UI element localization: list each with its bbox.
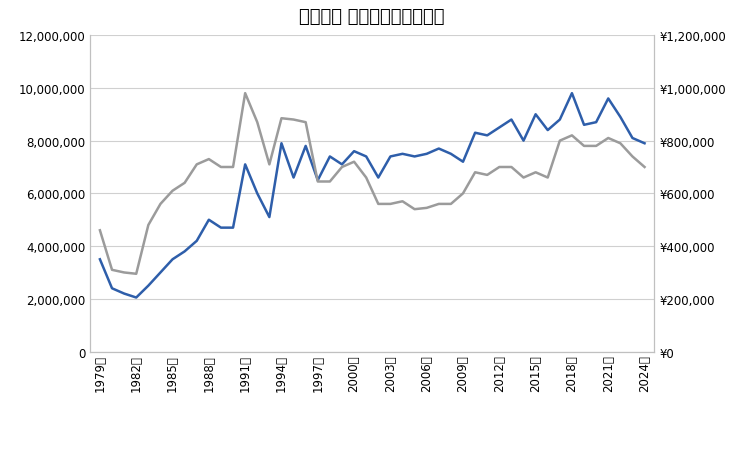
出荷台数(左軸) [289, 175, 298, 181]
金額(右軸、百万円) [628, 154, 637, 160]
金額(右軸、百万円) [580, 144, 589, 149]
金額(右軸、百万円) [96, 228, 105, 234]
出荷台数(左軸) [362, 154, 371, 160]
出荷台数(左軸) [168, 257, 177, 262]
出荷台数(左軸) [314, 178, 323, 184]
出荷台数(左軸) [326, 154, 335, 160]
金額(右軸、百万円) [435, 202, 444, 207]
出荷台数(左軸) [604, 97, 613, 102]
出荷台数(左軸) [531, 112, 540, 118]
出荷台数(左軸) [265, 215, 274, 220]
金額(右軸、百万円) [640, 165, 649, 170]
出荷台数(左軸) [555, 118, 564, 123]
金額(右軸、百万円) [289, 118, 298, 123]
金額(右軸、百万円) [168, 189, 177, 194]
出荷台数(左軸) [229, 226, 238, 231]
出荷台数(左軸) [519, 138, 528, 144]
出荷台数(左軸) [253, 191, 262, 197]
出荷台数(左軸) [156, 270, 165, 276]
出荷台数(左軸) [193, 239, 202, 244]
Line: 金額(右軸、百万円): 金額(右軸、百万円) [100, 94, 644, 274]
Line: 出荷台数(左軸): 出荷台数(左軸) [100, 94, 644, 298]
金額(右軸、百万円) [422, 206, 431, 211]
金額(右軸、百万円) [277, 116, 286, 122]
出荷台数(左軸) [241, 162, 250, 168]
出荷台数(左軸) [108, 286, 117, 291]
金額(右軸、百万円) [555, 138, 564, 144]
金額(右軸、百万円) [326, 179, 335, 185]
金額(右軸、百万円) [108, 267, 117, 273]
出荷台数(左軸) [217, 226, 226, 231]
出荷台数(左軸) [96, 257, 105, 262]
出荷台数(左軸) [628, 136, 637, 141]
出荷台数(左軸) [205, 217, 214, 223]
金額(右軸、百万円) [410, 207, 419, 212]
出荷台数(左軸) [422, 152, 431, 157]
金額(右軸、百万円) [483, 173, 492, 178]
出荷台数(左軸) [144, 283, 153, 289]
出荷台数(左軸) [459, 160, 468, 165]
金額(右軸、百万円) [592, 144, 601, 149]
金額(右軸、百万円) [459, 191, 468, 197]
金額(右軸、百万円) [350, 160, 359, 165]
金額(右軸、百万円) [144, 223, 153, 228]
金額(右軸、百万円) [386, 202, 395, 207]
金額(右軸、百万円) [471, 170, 480, 175]
金額(右軸、百万円) [495, 165, 504, 170]
出荷台数(左軸) [507, 118, 516, 123]
出荷台数(左軸) [338, 162, 347, 168]
金額(右軸、百万円) [217, 165, 226, 170]
出荷台数(左軸) [398, 152, 407, 157]
出荷台数(左軸) [410, 154, 419, 160]
出荷台数(左軸) [386, 154, 395, 160]
金額(右軸、百万円) [265, 162, 274, 168]
出荷台数(左軸) [350, 149, 359, 155]
金額(右軸、百万円) [180, 181, 190, 186]
出荷台数(左軸) [495, 125, 504, 131]
金額(右軸、百万円) [241, 91, 250, 97]
金額(右軸、百万円) [338, 165, 347, 170]
金額(右軸、百万円) [398, 199, 407, 205]
出荷台数(左軸) [447, 152, 456, 157]
金額(右軸、百万円) [314, 179, 323, 185]
金額(右軸、百万円) [447, 202, 456, 207]
出荷台数(左軸) [580, 123, 589, 128]
金額(右軸、百万円) [253, 120, 262, 126]
Title: エアコン 出荷台数と出荷金額: エアコン 出荷台数と出荷金額 [299, 8, 445, 26]
出荷台数(左軸) [543, 128, 552, 133]
金額(右軸、百万円) [519, 175, 528, 181]
出荷台数(左軸) [616, 115, 625, 120]
金額(右軸、百万円) [301, 120, 310, 126]
金額(右軸、百万円) [374, 202, 383, 207]
出荷台数(左軸) [132, 295, 141, 300]
出荷台数(左軸) [640, 141, 649, 147]
出荷台数(左軸) [374, 175, 383, 181]
出荷台数(左軸) [277, 141, 286, 147]
金額(右軸、百万円) [156, 202, 165, 207]
出荷台数(左軸) [301, 144, 310, 149]
金額(右軸、百万円) [229, 165, 238, 170]
金額(右軸、百万円) [193, 162, 202, 168]
出荷台数(左軸) [592, 120, 601, 126]
出荷台数(左軸) [568, 91, 577, 97]
金額(右軸、百万円) [507, 165, 516, 170]
出荷台数(左軸) [483, 133, 492, 139]
金額(右軸、百万円) [205, 157, 214, 162]
金額(右軸、百万円) [132, 272, 141, 277]
出荷台数(左軸) [180, 249, 190, 254]
出荷台数(左軸) [435, 147, 444, 152]
金額(右軸、百万円) [616, 141, 625, 147]
出荷台数(左軸) [471, 131, 480, 136]
金額(右軸、百万円) [543, 175, 552, 181]
金額(右軸、百万円) [531, 170, 540, 175]
出荷台数(左軸) [120, 291, 129, 297]
金額(右軸、百万円) [604, 136, 613, 141]
金額(右軸、百万円) [362, 175, 371, 181]
金額(右軸、百万円) [120, 270, 129, 276]
金額(右軸、百万円) [568, 133, 577, 139]
